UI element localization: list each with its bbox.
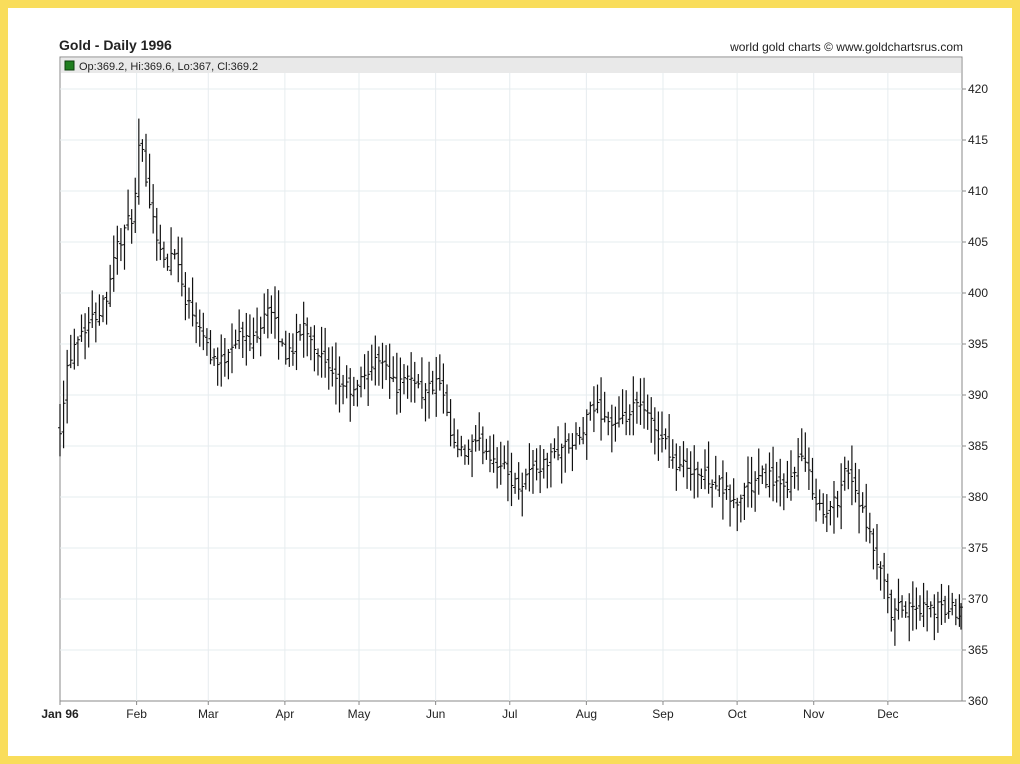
- x-tick-label: Nov: [803, 707, 824, 721]
- y-tick-label: 390: [968, 388, 988, 402]
- y-tick-label: 405: [968, 235, 988, 249]
- plot-area: [59, 56, 963, 702]
- y-tick-label: 415: [968, 133, 988, 147]
- x-tick-label: Mar: [198, 707, 219, 721]
- y-tick-label: 400: [968, 286, 988, 300]
- x-tick-label: Dec: [877, 707, 898, 721]
- y-axis-ticks: 360 365 370 375 380 385 390 395 400 405 410 415 420: [962, 82, 988, 708]
- y-tick-label: 375: [968, 541, 988, 555]
- chart-credit: world gold charts © www.goldchartsrus.co…: [730, 40, 963, 54]
- x-tick-label: Jul: [502, 707, 517, 721]
- x-tick-label: Oct: [728, 707, 747, 721]
- series-swatch: [64, 60, 75, 71]
- x-tick-label: Jun: [426, 707, 445, 721]
- chart-title: Gold - Daily 1996: [59, 37, 172, 53]
- x-tick-label: Apr: [276, 707, 295, 721]
- y-tick-label: 380: [968, 490, 988, 504]
- ohlc-bars: [58, 118, 963, 646]
- grid-lines: [60, 73, 962, 701]
- x-tick-label: Jan 96: [41, 707, 79, 721]
- x-tick-label: Aug: [576, 707, 597, 721]
- y-tick-label: 370: [968, 592, 988, 606]
- y-tick-label: 410: [968, 184, 988, 198]
- y-tick-label: 385: [968, 439, 988, 453]
- ohlc-legend-bar: [61, 58, 961, 73]
- y-tick-label: 360: [968, 694, 988, 708]
- y-tick-label: 395: [968, 337, 988, 351]
- x-tick-label: May: [348, 707, 371, 721]
- y-tick-label: 365: [968, 643, 988, 657]
- x-axis-ticks: Jan 96 Feb Mar Apr May Jun Jul Aug Sep Oct Nov Dec: [41, 701, 899, 721]
- x-tick-label: Feb: [126, 707, 147, 721]
- y-tick-label: 420: [968, 82, 988, 96]
- x-tick-label: Sep: [652, 707, 674, 721]
- ohlc-legend-text: Op:369.2, Hi:369.6, Lo:367, Cl:369.2: [79, 61, 258, 73]
